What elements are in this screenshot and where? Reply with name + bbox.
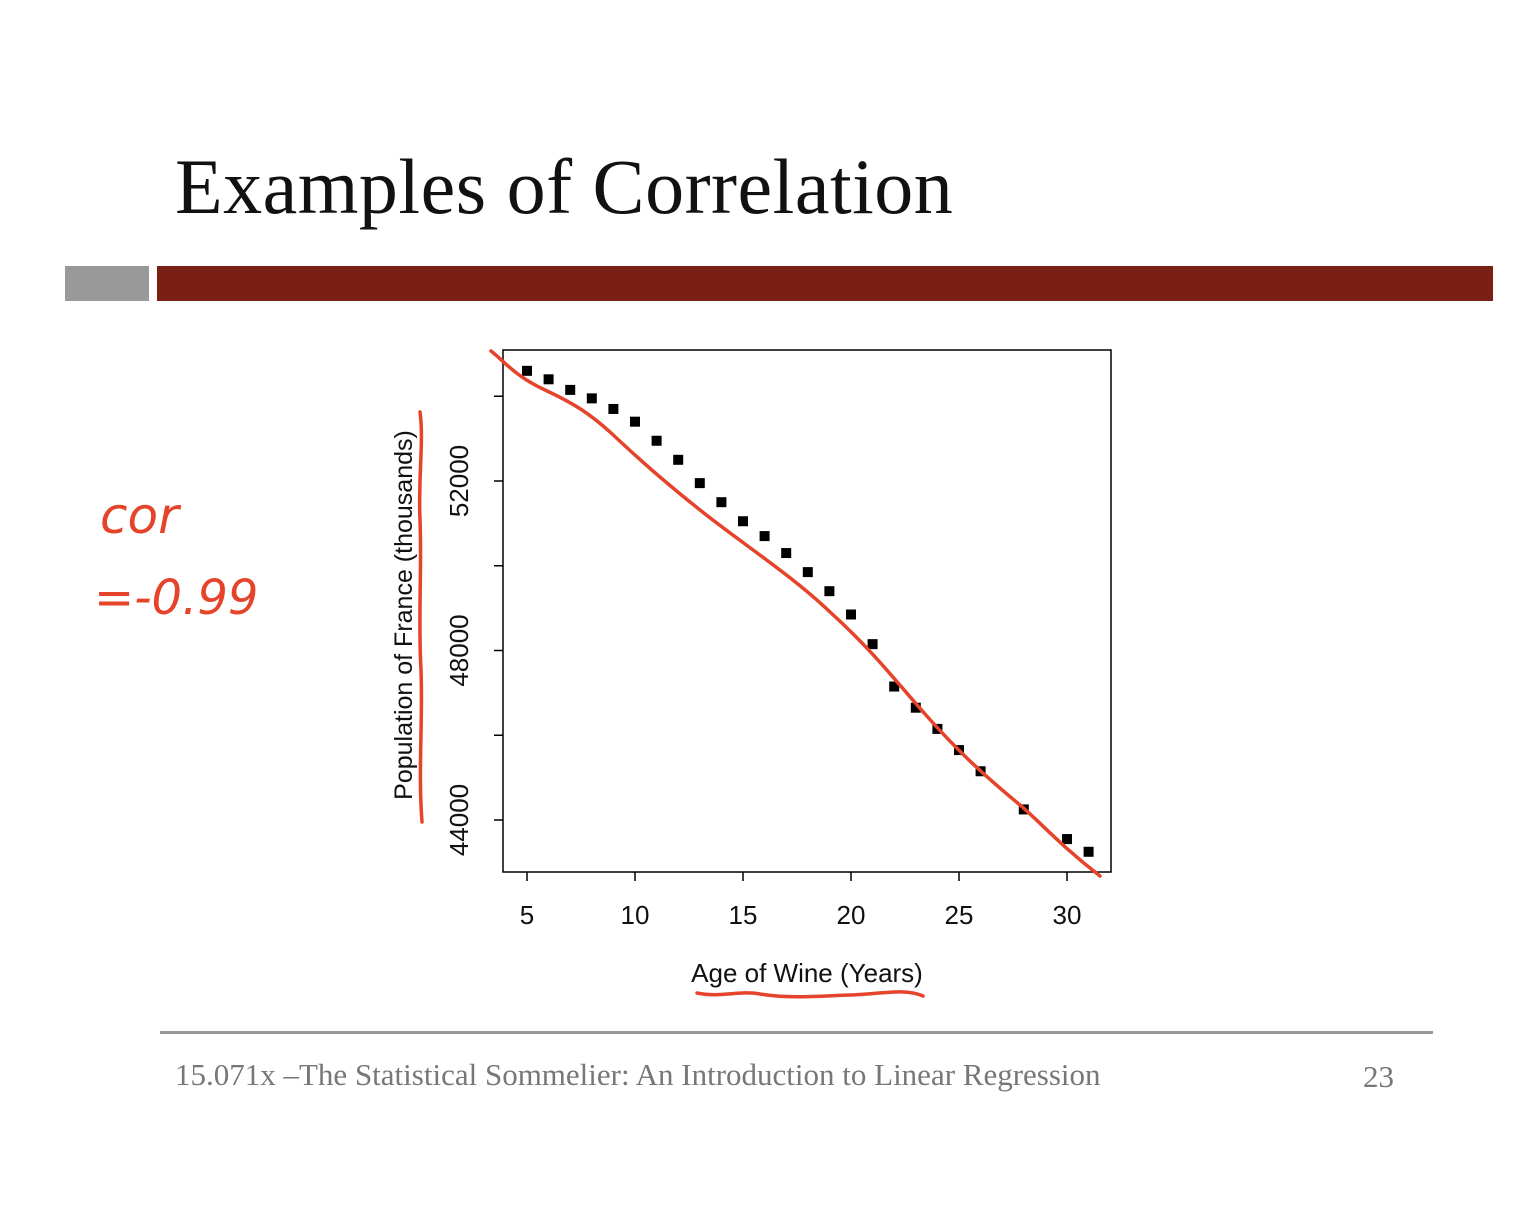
data-point: [1062, 834, 1072, 845]
data-point: [565, 384, 576, 395]
data-point: [759, 531, 770, 542]
plot-frame: [502, 349, 1112, 873]
data-point: [932, 723, 943, 734]
title-accent-gray: [65, 266, 149, 301]
x-tick-label: 10: [621, 900, 650, 930]
y-tick-label: 52000: [444, 445, 474, 517]
x-axis-label: Age of Wine (Years): [691, 958, 923, 988]
y-axis: 44000 48000 52000: [444, 395, 503, 856]
data-point: [651, 435, 662, 446]
data-point: [867, 639, 878, 650]
data-point: [694, 478, 705, 489]
data-point: [673, 454, 684, 465]
y-tick-label: 48000: [444, 614, 474, 686]
data-point: [630, 416, 640, 427]
footer-rule: [160, 1031, 1433, 1034]
footer-text: 15.071x –The Statistical Sommelier: An I…: [175, 1057, 1101, 1092]
data-point: [522, 365, 532, 376]
data-point: [543, 374, 554, 385]
data-point: [1018, 804, 1029, 815]
data-point: [608, 403, 619, 414]
x-tick-label: 15: [729, 900, 758, 930]
slide-title: Examples of Correlation: [175, 143, 954, 230]
data-point: [1083, 846, 1094, 857]
data-point: [975, 766, 986, 777]
data-point: [824, 586, 835, 597]
data-point: [586, 393, 597, 404]
data-point: [889, 681, 900, 692]
title-accent-red: [157, 266, 1493, 301]
data-point: [738, 516, 748, 527]
y-axis-label: Population of France (thousands): [390, 430, 418, 800]
page-number: 23: [1363, 1059, 1394, 1094]
x-axis: 5 10 15 20 25 30: [520, 872, 1082, 930]
x-tick-label: 25: [945, 900, 974, 930]
x-tick-label: 30: [1053, 900, 1082, 930]
data-point: [716, 497, 727, 508]
x-tick-label: 5: [520, 900, 534, 930]
y-tick-label: 44000: [444, 784, 474, 856]
data-point: [781, 548, 792, 559]
x-tick-label: 20: [837, 900, 866, 930]
data-point: [846, 609, 856, 620]
data-point: [954, 745, 964, 756]
data-point: [802, 567, 813, 578]
data-points: [522, 365, 1094, 857]
data-point: [910, 702, 921, 713]
